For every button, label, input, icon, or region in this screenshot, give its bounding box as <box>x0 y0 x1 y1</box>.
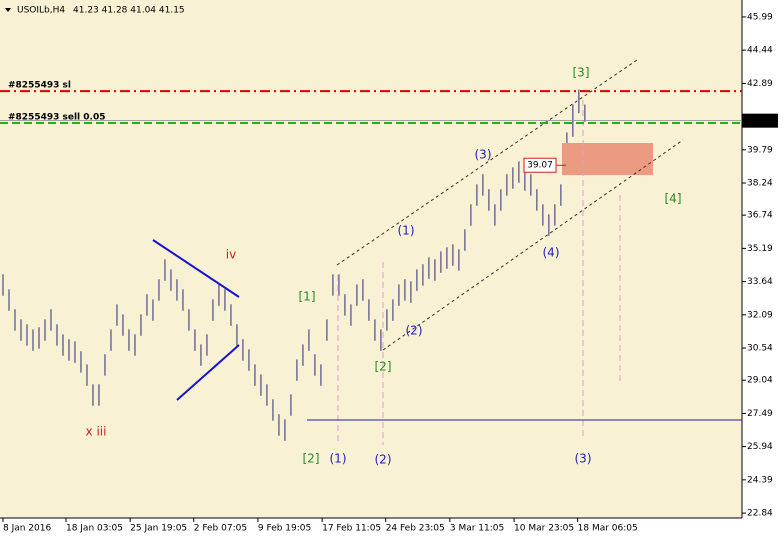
wave-label: (3) <box>575 452 592 466</box>
y-tick-label: 36.74 <box>747 211 773 221</box>
channel-line <box>382 139 684 351</box>
wave-label: [4] <box>665 192 682 206</box>
y-tick-label: 29.04 <box>747 376 773 386</box>
channel-line <box>336 59 638 266</box>
y-tick-label: 44.44 <box>747 46 773 56</box>
plot-background <box>0 0 742 518</box>
wave-label: (1) <box>330 452 347 466</box>
y-tick-label: 39.79 <box>747 145 773 155</box>
y-tick-label: 24.39 <box>747 475 773 485</box>
wave-label: iv <box>226 248 236 262</box>
wave-label: (1) <box>398 224 415 238</box>
marker-label: 39.07 <box>527 161 553 171</box>
zone-box <box>562 143 653 175</box>
y-tick-label: 25.94 <box>747 442 773 452</box>
y-tick-label: 42.89 <box>747 79 773 89</box>
y-tick-label: 38.24 <box>747 179 773 189</box>
wave-label: [3] <box>573 66 590 80</box>
last-price-label: 41.15 <box>747 116 773 126</box>
y-tick-label: 45.99 <box>747 12 773 22</box>
x-tick-label: 18 Jan 03:05 <box>66 524 123 534</box>
x-tick-label: 8 Jan 2016 <box>3 524 51 534</box>
x-tick-label: 9 Feb 19:05 <box>258 524 311 534</box>
annotations: [3] (3) [4] (1) iv (4) [1] (2) [2] x iii… <box>86 66 682 467</box>
wave-label: [1] <box>299 290 316 304</box>
triangle-line <box>152 239 240 298</box>
wave-label: [2] <box>375 360 392 374</box>
wave-label: x iii <box>86 425 107 439</box>
wave-label: (4) <box>543 246 560 260</box>
x-tick-label: 25 Jan 19:05 <box>130 524 187 534</box>
x-tick-label: 10 Mar 23:05 <box>514 524 574 534</box>
order-label: #8255493 sl <box>8 81 71 91</box>
y-tick-label: 33.64 <box>747 277 773 287</box>
y-tick-label: 27.49 <box>747 409 773 419</box>
x-tick-label: 17 Feb 11:05 <box>322 524 381 534</box>
wave-guides <box>337 100 621 445</box>
wave-label: (2) <box>375 453 392 467</box>
wave-label: (3) <box>475 148 492 162</box>
y-tick-label: 22.84 <box>747 509 773 519</box>
order-label: #8255493 sell 0.05 <box>8 113 105 123</box>
menu-arrow[interactable] <box>5 8 11 12</box>
wave-label: (2) <box>406 324 423 338</box>
quote: 41.23 41.28 41.04 41.15 <box>73 6 185 16</box>
marker-box <box>523 157 557 173</box>
y-tick-label: 32.09 <box>747 310 773 320</box>
x-tick-label: 3 Mar 11:05 <box>450 524 504 534</box>
x-tick-label: 2 Feb 07:05 <box>194 524 247 534</box>
wave-label: [2] <box>303 452 320 466</box>
x-tick-label: 18 Mar 06:05 <box>578 524 638 534</box>
x-tick-label: 24 Feb 23:05 <box>386 524 445 534</box>
y-tick-label: 30.54 <box>747 344 773 354</box>
triangle-line <box>176 344 240 401</box>
symbol-title: USOILb,H4 <box>17 6 65 16</box>
y-tick-label: 35.19 <box>747 244 773 254</box>
last-price-box <box>742 113 778 128</box>
